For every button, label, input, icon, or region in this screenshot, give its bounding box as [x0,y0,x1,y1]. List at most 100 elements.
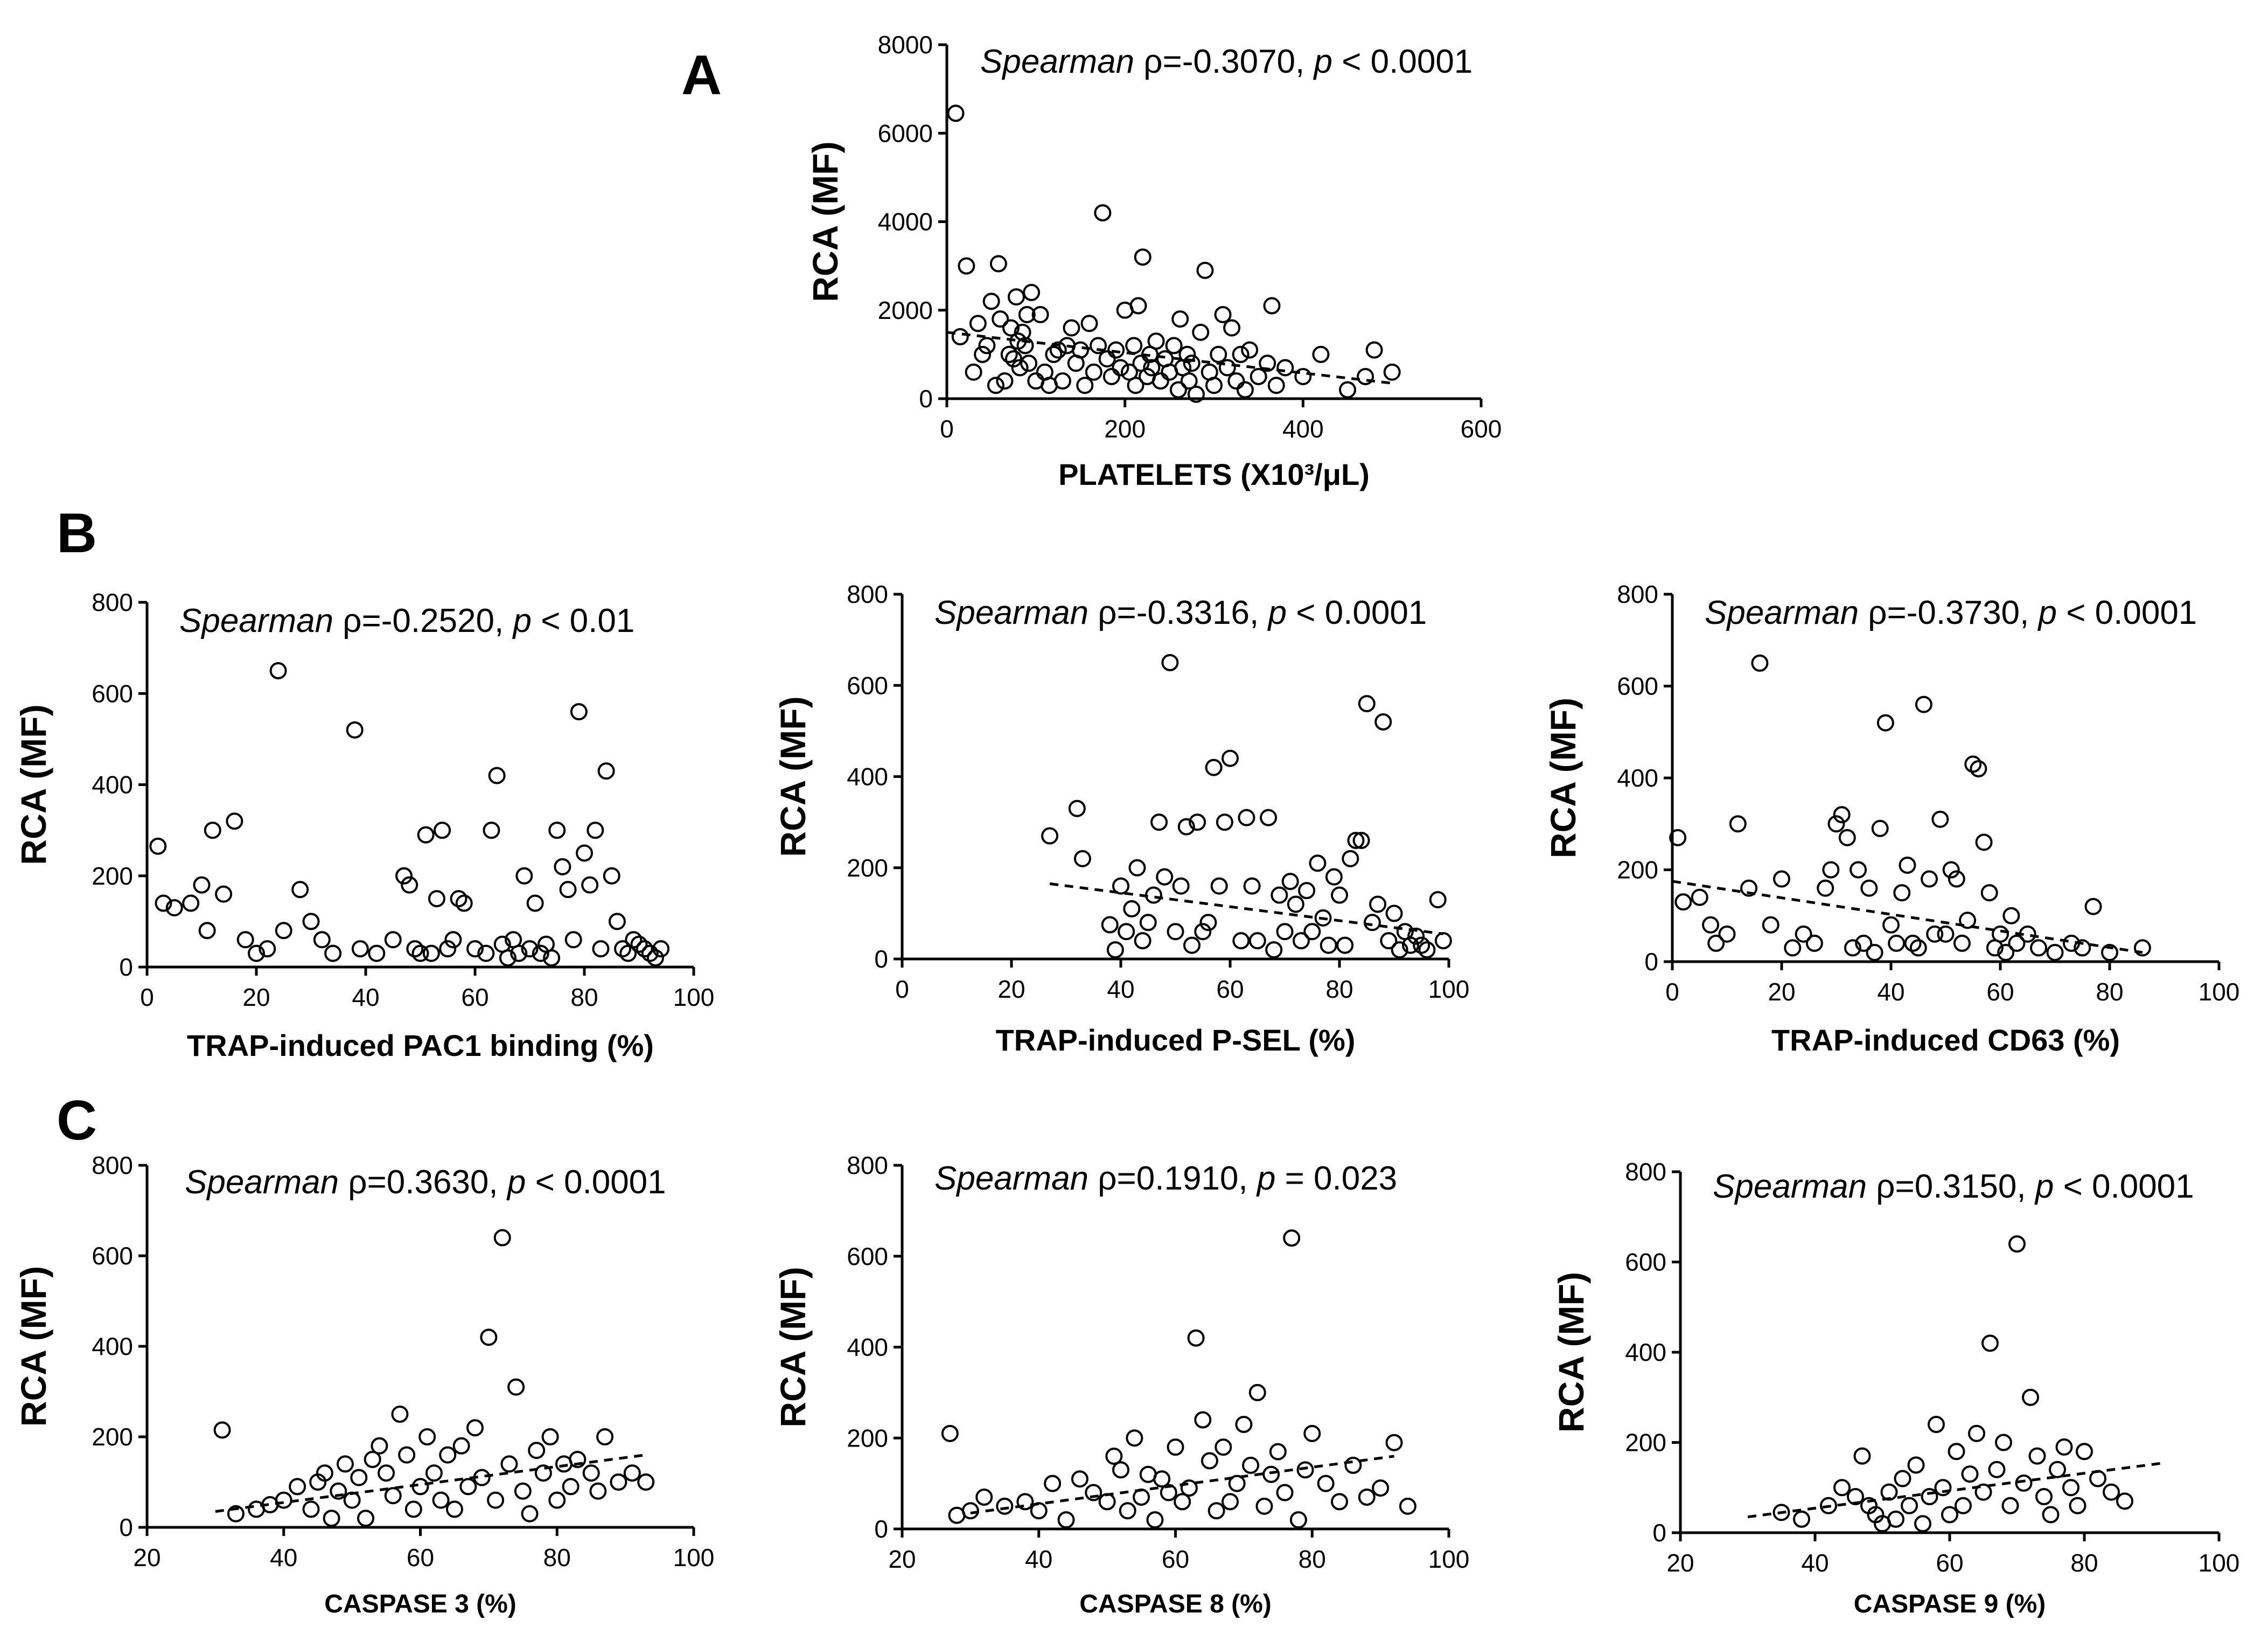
data-point [1085,363,1102,381]
data-point [1961,1465,1979,1483]
data-point [1263,297,1281,315]
y-tick-label: 0 [1652,1519,1666,1547]
data-point [978,337,996,354]
y-tick-label: 400 [1617,764,1658,792]
data-point [1250,367,1267,385]
data-point [2074,939,2091,957]
data-point [1205,377,1223,394]
data-point [1215,1438,1232,1456]
data-point [384,931,402,949]
data-point [1344,1456,1362,1474]
data-point [350,1469,368,1486]
annotation-part: Spearman [934,1160,1088,1197]
data-point [1011,359,1029,377]
x-tick-label: 40 [1025,1545,1052,1573]
data-point [1894,1470,1911,1487]
data-point [1718,925,1736,943]
x-axis-title: TRAP-induced PAC1 binding (%) [187,1028,654,1062]
data-point [330,1482,347,1500]
data-point [2049,1461,2066,1478]
data-point [445,1500,463,1518]
data-point [477,944,495,962]
data-point [1205,759,1223,776]
data-point [2042,1506,2060,1524]
data-point [1374,713,1392,731]
data-point [576,844,593,862]
x-axis-title: TRAP-induced CD63 (%) [1771,1023,2120,1057]
data-point [1000,345,1018,363]
data-point [1080,315,1098,332]
data-point [1119,1502,1136,1520]
x-tick-label: 100 [1428,1545,1470,1573]
x-tick-label: 80 [1299,1545,1326,1573]
data-point [1023,283,1041,301]
data-point [1187,385,1205,403]
data-point [2046,943,2064,961]
data-point [1968,1424,1985,1442]
data-point [493,1229,511,1247]
data-point [1210,877,1228,895]
data-point [1183,354,1201,372]
annotation-part: < 0.0001 [526,1164,666,1201]
y-tick-label: 200 [847,1424,888,1452]
data-point [1076,377,1094,394]
data-point [1232,345,1250,363]
y-tick-label: 800 [1625,1158,1666,1186]
data-point [1793,1510,1810,1528]
x-tick-label: 0 [140,983,154,1011]
data-point [1429,891,1447,908]
data-point [1751,654,1769,672]
data-point [1156,868,1174,886]
data-point [1112,359,1129,377]
data-point [1180,1479,1198,1497]
chart-6: 0 200 400 600 800 20 40 60 80 100 CASPASE 8 (%) RCA… [773,1151,1469,1618]
data-point [1292,932,1310,950]
data-point [2015,1474,2033,1492]
data-point [1134,932,1152,950]
data-point [269,662,287,679]
data-point [1981,1334,1999,1352]
data-point [182,894,200,912]
data-point [1980,884,1998,902]
data-point [1053,372,1071,390]
data-point [1171,310,1189,328]
data-point [969,315,987,332]
data-point [564,931,582,949]
y-tick-label: 0 [919,385,933,413]
data-point [1177,818,1195,836]
data-point [630,935,648,953]
data-point [1227,372,1245,390]
data-point [1167,923,1184,941]
data-point [965,363,982,381]
x-tick-label: 40 [1801,1549,1829,1577]
data-point [1126,1429,1143,1447]
x-tick-label: 20 [1666,1549,1694,1577]
annotation-part: Spearman [179,602,333,639]
trend-line [215,1454,646,1513]
data-point [1112,1461,1129,1479]
data-point [291,881,309,899]
data-point [1391,941,1408,959]
data-point [500,1455,518,1473]
data-points [213,1229,655,1527]
data-point [1926,925,1944,943]
data-point [1267,377,1285,394]
data-point [1899,856,1916,874]
data-point [1031,305,1049,323]
data-point [941,1424,959,1442]
x-axis-title: TRAP-induced P-SEL (%) [996,1023,1356,1057]
y-tick-label: 200 [1625,1429,1666,1457]
data-point [1129,297,1147,315]
y-axis-title: RCA (MF) [1543,698,1583,858]
data-point [1401,936,1419,954]
data-point [528,1442,546,1459]
data-point [1674,893,1692,911]
data-point [1358,1488,1376,1506]
y-tick-label: 400 [847,1333,888,1361]
data-point [418,1428,436,1445]
data-point [289,1478,306,1496]
data-point [444,931,462,949]
data-point [2101,943,2118,961]
data-point [1259,354,1276,372]
data-point [434,822,451,839]
